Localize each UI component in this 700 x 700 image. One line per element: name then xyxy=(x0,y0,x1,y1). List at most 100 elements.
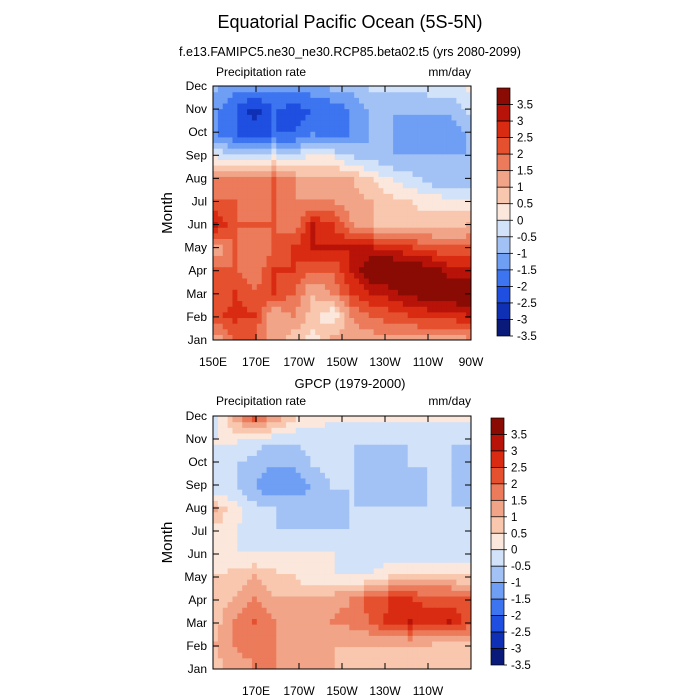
heatmap-cell xyxy=(237,646,243,653)
heatmap-cell xyxy=(300,181,307,189)
heatmap-cell xyxy=(344,494,350,501)
heatmap-cell xyxy=(315,232,321,239)
heatmap-cell xyxy=(286,148,292,155)
heatmap-cell xyxy=(324,323,331,330)
heatmap-cell xyxy=(417,108,423,115)
heatmap-cell xyxy=(456,472,462,479)
heatmap-cell xyxy=(373,657,380,664)
heatmap-cell xyxy=(315,607,321,614)
heatmap-cell xyxy=(242,238,248,245)
heatmap-cell xyxy=(368,91,375,98)
heatmap-cell xyxy=(261,427,268,434)
heatmap-cell xyxy=(373,449,380,456)
heatmap-cell xyxy=(251,193,258,200)
heatmap-cell xyxy=(412,204,419,211)
heatmap-cell xyxy=(276,444,282,451)
heatmap-cell xyxy=(290,472,297,479)
heatmap-cell xyxy=(378,97,384,104)
heatmap-cell xyxy=(466,210,471,217)
heatmap-cell xyxy=(427,579,433,586)
heatmap-cell xyxy=(461,601,467,608)
heatmap-cell xyxy=(461,545,467,552)
heatmap-cell xyxy=(412,466,419,473)
heatmap-cell xyxy=(334,91,341,98)
heatmap-cell xyxy=(378,311,384,319)
heatmap-cell xyxy=(251,176,258,183)
heatmap-cell xyxy=(466,108,471,115)
heatmap-cell xyxy=(286,460,292,468)
heatmap-cell xyxy=(295,460,302,468)
heatmap-cell xyxy=(359,444,365,451)
heatmap-cell xyxy=(427,640,433,648)
heatmap-cell xyxy=(363,534,370,541)
heatmap-cell xyxy=(334,193,341,200)
heatmap-cell xyxy=(339,97,346,104)
heatmap-cell xyxy=(305,136,311,144)
heatmap-cell xyxy=(281,148,287,155)
heatmap-cell xyxy=(354,221,360,228)
heatmap-cell xyxy=(436,466,443,473)
heatmap-cell xyxy=(383,91,389,98)
heatmap-cell xyxy=(315,97,321,104)
heatmap-cell xyxy=(227,91,234,98)
heatmap-cell xyxy=(383,249,389,256)
heatmap-cell xyxy=(378,204,384,211)
heatmap-cell xyxy=(261,522,268,530)
heatmap-cell xyxy=(320,300,326,307)
heatmap-cell xyxy=(417,125,423,132)
heatmap-cell xyxy=(266,165,273,172)
heatmap-cell xyxy=(378,176,384,183)
heatmap-cell xyxy=(441,511,448,518)
heatmap-cell xyxy=(402,657,409,664)
heatmap-cell xyxy=(237,91,243,98)
heatmap-cell xyxy=(232,153,238,160)
heatmap-cell xyxy=(251,142,258,149)
heatmap-cell xyxy=(324,255,331,262)
heatmap-cell xyxy=(281,102,287,110)
heatmap-cell xyxy=(334,657,341,664)
heatmap-cell xyxy=(451,142,457,149)
heatmap-cell xyxy=(344,640,350,648)
heatmap-cell xyxy=(397,311,404,319)
heatmap-cell xyxy=(456,294,462,302)
heatmap-cell xyxy=(407,294,414,302)
heatmap-cell xyxy=(286,260,292,268)
heatmap-cell xyxy=(320,181,326,189)
heatmap-cell xyxy=(315,629,321,636)
heatmap-cell xyxy=(286,573,292,580)
heatmap-cell xyxy=(422,323,428,330)
heatmap-cell xyxy=(383,511,389,518)
heatmap-cell xyxy=(441,165,448,172)
heatmap-cell xyxy=(349,142,355,149)
heatmap-cell xyxy=(432,427,438,434)
heatmap-cell xyxy=(456,539,462,546)
heatmap-cell xyxy=(407,595,414,603)
heatmap-cell xyxy=(388,232,394,239)
heatmap-cell xyxy=(247,483,253,490)
heatmap-cell xyxy=(432,170,438,177)
heatmap-cell xyxy=(378,505,384,513)
heatmap-cell xyxy=(217,635,224,642)
heatmap-cell xyxy=(295,86,302,93)
y-tick-label: Oct xyxy=(188,455,207,469)
heatmap-cell xyxy=(310,181,316,189)
heatmap-cell xyxy=(359,170,365,177)
heatmap-cell xyxy=(305,119,311,127)
heatmap-cell xyxy=(300,584,307,591)
heatmap-cell xyxy=(359,477,365,485)
heatmap-cell xyxy=(232,249,238,256)
heatmap-cell xyxy=(271,517,277,524)
heatmap-cell xyxy=(300,119,307,127)
heatmap-cell xyxy=(446,601,453,608)
heatmap-cell xyxy=(310,460,316,468)
heatmap-cell xyxy=(432,477,438,485)
heatmap-cell xyxy=(334,624,341,631)
heatmap-cell xyxy=(451,601,457,608)
heatmap-cell xyxy=(300,500,307,507)
heatmap-cell xyxy=(213,601,219,608)
heatmap-cell xyxy=(329,455,336,462)
heatmap-cell xyxy=(320,421,326,428)
heatmap-cell xyxy=(393,505,399,513)
heatmap-cell xyxy=(344,584,350,591)
heatmap-cell xyxy=(271,579,277,586)
